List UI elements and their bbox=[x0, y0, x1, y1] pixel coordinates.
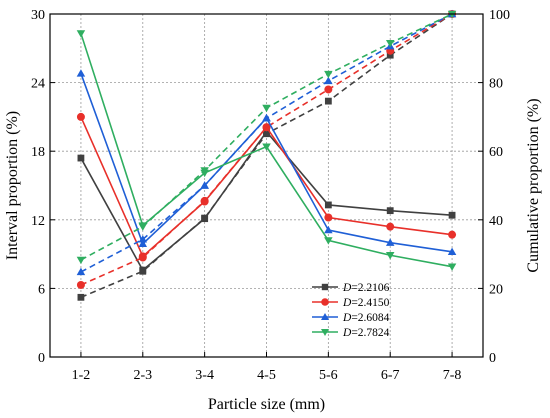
interval-point bbox=[200, 181, 209, 189]
cumulative-point bbox=[386, 51, 394, 59]
interval-point bbox=[385, 238, 395, 246]
left-tick-label: 24 bbox=[31, 77, 45, 92]
x-tick-label: 3-4 bbox=[195, 368, 214, 383]
right-tick-label: 60 bbox=[489, 145, 503, 160]
left-tick-label: 18 bbox=[31, 145, 45, 160]
interval-point bbox=[263, 128, 270, 136]
interval-line bbox=[80, 130, 453, 272]
x-tick-label: 7-8 bbox=[443, 368, 462, 383]
right-tick-label: 100 bbox=[489, 8, 510, 23]
right-tick-label: 0 bbox=[489, 351, 496, 366]
legend-label-value: =2.4150 bbox=[351, 297, 389, 309]
legend-item: D=2.2106 bbox=[312, 282, 390, 294]
x-tick-label: 2-3 bbox=[133, 368, 152, 383]
interval-point bbox=[448, 230, 457, 239]
interval-point bbox=[386, 207, 394, 215]
cumulative-point bbox=[385, 39, 395, 48]
legend-label-var: D bbox=[342, 282, 352, 294]
interval-point bbox=[76, 30, 86, 38]
x-tick-label: 6-7 bbox=[381, 368, 400, 383]
legend-marker bbox=[321, 283, 329, 291]
cumulative-point bbox=[138, 235, 148, 243]
interval-point bbox=[138, 222, 148, 230]
interval-point bbox=[448, 211, 456, 219]
left-tick-label: 6 bbox=[38, 282, 45, 297]
cumulative-point bbox=[324, 76, 333, 85]
cumulative-point bbox=[262, 104, 271, 113]
axes: 0 6 12 18 24 30 0 20 40 60 80 100 1-2 2-3 3-4 4-5 5-6 6-7… bbox=[31, 8, 510, 383]
left-tick-label: 30 bbox=[31, 8, 45, 23]
interval-point bbox=[447, 263, 457, 271]
interval-point bbox=[262, 113, 271, 122]
series-4 bbox=[76, 10, 457, 271]
plot-frame bbox=[49, 13, 484, 358]
legend-label-value: =2.2106 bbox=[351, 282, 389, 294]
interval-point bbox=[385, 252, 395, 260]
series-2 bbox=[76, 10, 457, 289]
interval-point bbox=[201, 215, 209, 223]
cumulative-point bbox=[324, 97, 332, 105]
left-tick-label: 0 bbox=[38, 351, 45, 366]
series-3 bbox=[76, 9, 457, 276]
right-axis-title: Cumulative proportion (%) bbox=[525, 98, 542, 272]
legend-marker bbox=[321, 329, 329, 336]
legend-label: D=2.4150 bbox=[342, 297, 390, 309]
legend-label: D=2.6084 bbox=[342, 312, 390, 324]
interval-point bbox=[324, 213, 333, 222]
interval-point bbox=[200, 169, 209, 178]
right-tick-label: 40 bbox=[489, 214, 503, 229]
legend-label-var: D bbox=[342, 327, 352, 339]
cumulative-point bbox=[77, 293, 85, 301]
legend-label: D=2.7824 bbox=[342, 327, 390, 339]
interval-point bbox=[139, 266, 147, 274]
cumulative-point bbox=[76, 256, 86, 265]
legend-item: D=2.7824 bbox=[312, 327, 390, 339]
interval-point bbox=[138, 252, 147, 261]
interval-point bbox=[77, 154, 85, 162]
interval-point bbox=[262, 123, 271, 132]
cumulative-point bbox=[76, 280, 85, 289]
grid-lines bbox=[50, 14, 483, 357]
interval-point bbox=[76, 112, 85, 121]
right-tick-label: 20 bbox=[489, 282, 503, 297]
cumulative-point bbox=[324, 70, 333, 79]
interval-point bbox=[324, 237, 333, 245]
interval-point bbox=[386, 222, 395, 231]
left-tick-label: 12 bbox=[31, 214, 45, 229]
interval-point bbox=[138, 239, 148, 247]
cumulative-point bbox=[324, 85, 333, 94]
x-tick-label: 1-2 bbox=[72, 368, 91, 383]
interval-point bbox=[200, 197, 209, 206]
x-tick-label: 5-6 bbox=[319, 368, 338, 383]
legend-label-var: D bbox=[342, 312, 352, 324]
interval-point bbox=[324, 201, 332, 209]
interval-point bbox=[76, 69, 86, 77]
interval-point bbox=[324, 225, 333, 234]
legend-item: D=2.4150 bbox=[312, 297, 390, 309]
right-tick-label: 80 bbox=[489, 77, 503, 92]
x-axis-title: Particle size (mm) bbox=[208, 396, 325, 413]
legend-marker bbox=[321, 313, 329, 320]
interval-point bbox=[447, 247, 457, 256]
legend-label: D=2.2106 bbox=[342, 282, 390, 294]
legend-label-value: =2.6084 bbox=[351, 312, 389, 324]
legend-label-value: =2.7824 bbox=[351, 327, 389, 339]
left-axis-title: Interval proportion (%) bbox=[4, 111, 21, 260]
interval-point bbox=[262, 143, 271, 151]
legend-marker bbox=[321, 298, 329, 306]
cumulative-point bbox=[76, 267, 86, 276]
x-tick-label: 4-5 bbox=[257, 368, 276, 383]
legend-item: D=2.6084 bbox=[312, 312, 390, 324]
legend-label-var: D bbox=[342, 297, 352, 309]
